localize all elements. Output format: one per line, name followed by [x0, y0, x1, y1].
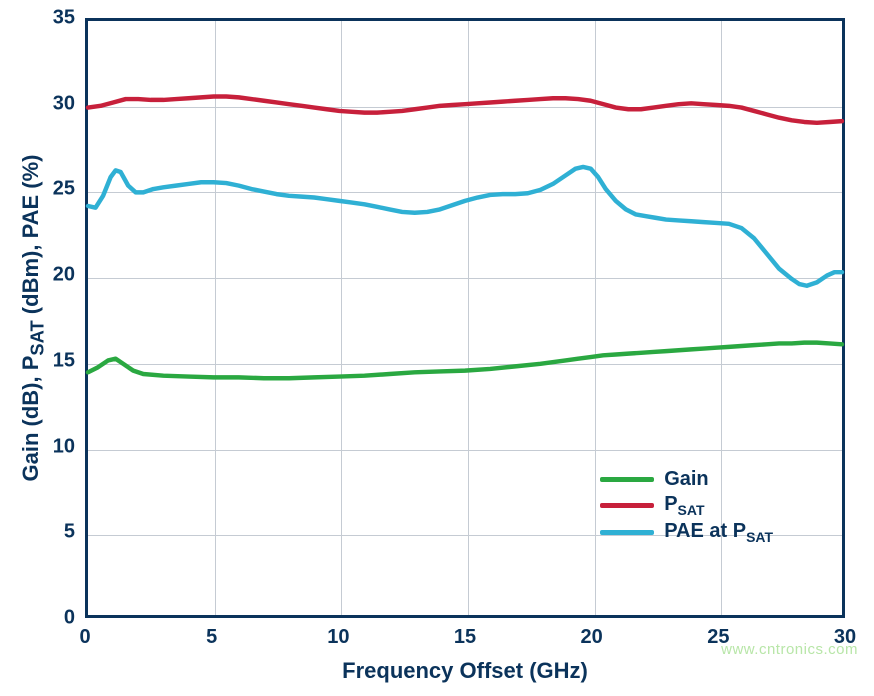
legend: GainPSATPAE at PSAT: [594, 462, 779, 551]
line-pae-at-p-sat: [88, 167, 842, 286]
legend-label: Gain: [664, 468, 708, 491]
y-tick-label: 30: [53, 92, 75, 115]
x-tick-label: 5: [206, 626, 217, 649]
legend-swatch: [600, 503, 654, 508]
x-tick-label: 0: [79, 626, 90, 649]
line-p-sat: [88, 97, 842, 123]
legend-row: PSAT: [600, 493, 773, 518]
y-tick-label: 25: [53, 178, 75, 201]
rf-performance-chart: 05101520253035051015202530Frequency Offs…: [0, 0, 874, 696]
y-tick-label: 15: [53, 349, 75, 372]
watermark: www.cntronics.com: [721, 641, 858, 658]
legend-swatch: [600, 477, 654, 482]
legend-label: PSAT: [664, 493, 704, 518]
x-tick-label: 10: [327, 626, 349, 649]
x-tick-label: 15: [454, 626, 476, 649]
legend-label: PAE at PSAT: [664, 520, 773, 545]
y-axis-title: Gain (dB), PSAT (dBm), PAE (%): [18, 155, 48, 482]
x-tick-label: 20: [581, 626, 603, 649]
y-tick-label: 5: [64, 521, 75, 544]
legend-swatch: [600, 530, 654, 535]
legend-row: PAE at PSAT: [600, 520, 773, 545]
y-tick-label: 0: [64, 607, 75, 630]
y-tick-label: 20: [53, 264, 75, 287]
legend-row: Gain: [600, 468, 773, 491]
x-axis-title: Frequency Offset (GHz): [342, 658, 588, 684]
y-tick-label: 35: [53, 7, 75, 30]
line-gain: [88, 343, 842, 379]
y-tick-label: 10: [53, 435, 75, 458]
